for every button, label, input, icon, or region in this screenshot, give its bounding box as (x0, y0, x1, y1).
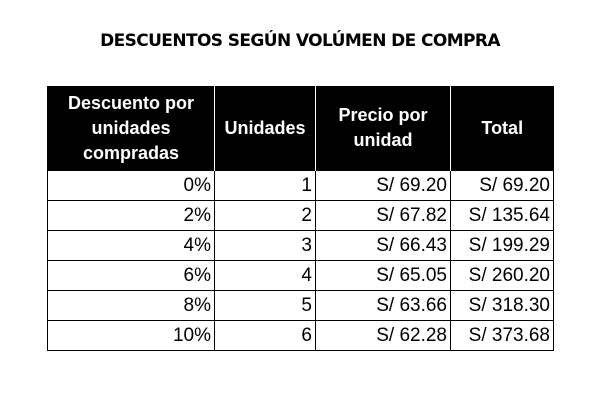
units-cell: 6 (214, 320, 316, 351)
unit-price-cell: S/ 67.82 (315, 200, 451, 231)
header-discount: Descuento por unidades compradas (47, 86, 215, 171)
discount-cell: 2% (47, 200, 215, 231)
table-header-row: Descuento por unidades compradas Unidade… (47, 86, 554, 171)
units-cell: 3 (214, 230, 316, 261)
units-cell: 1 (214, 170, 316, 201)
table-row: 6% 4 S/ 65.05 S/ 260.20 (47, 260, 554, 291)
table-row: 2% 2 S/ 67.82 S/ 135.64 (47, 200, 554, 231)
total-cell: S/ 318.30 (450, 290, 554, 321)
units-cell: 4 (214, 260, 316, 291)
units-cell: 5 (214, 290, 316, 321)
table-row: 10% 6 S/ 62.28 S/ 373.68 (47, 320, 554, 351)
header-total: Total (450, 86, 554, 171)
unit-price-cell: S/ 63.66 (315, 290, 451, 321)
discount-cell: 6% (47, 260, 215, 291)
total-cell: S/ 135.64 (450, 200, 554, 231)
total-cell: S/ 199.29 (450, 230, 554, 261)
table-row: 0% 1 S/ 69.20 S/ 69.20 (47, 170, 554, 201)
discount-cell: 4% (47, 230, 215, 261)
unit-price-cell: S/ 65.05 (315, 260, 451, 291)
unit-price-cell: S/ 62.28 (315, 320, 451, 351)
discount-cell: 10% (47, 320, 215, 351)
total-cell: S/ 69.20 (450, 170, 554, 201)
total-cell: S/ 260.20 (450, 260, 554, 291)
header-unit-price: Precio por unidad (315, 86, 451, 171)
total-cell: S/ 373.68 (450, 320, 554, 351)
discount-table: Descuento por unidades compradas Unidade… (47, 86, 554, 351)
discount-cell: 8% (47, 290, 215, 321)
table-row: 8% 5 S/ 63.66 S/ 318.30 (47, 290, 554, 321)
table-row: 4% 3 S/ 66.43 S/ 199.29 (47, 230, 554, 261)
unit-price-cell: S/ 66.43 (315, 230, 451, 261)
header-units: Unidades (214, 86, 316, 171)
units-cell: 2 (214, 200, 316, 231)
page-title: DESCUENTOS SEGÚN VOLÚMEN DE COMPRA (100, 31, 500, 51)
discount-cell: 0% (47, 170, 215, 201)
unit-price-cell: S/ 69.20 (315, 170, 451, 201)
